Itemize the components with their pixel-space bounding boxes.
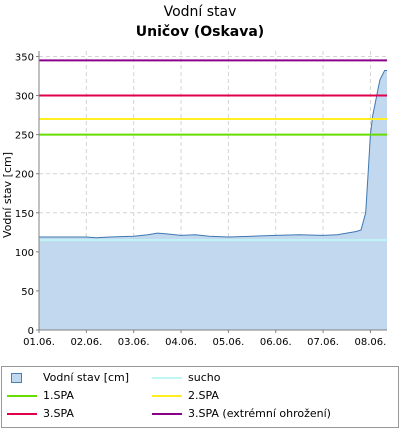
y-tick-label: 300: [15, 92, 34, 103]
legend-label: 3.SPA (extrémní ohrožení): [188, 407, 331, 420]
y-tick-label: 100: [15, 248, 34, 259]
legend-label: 1.SPA: [43, 389, 74, 402]
legend-label: Vodní stav [cm]: [43, 371, 130, 384]
threshold-lines: [39, 59, 387, 242]
x-tick-label: 02.06.: [70, 337, 102, 348]
chart-subtitle: Uničov (Oskava): [135, 24, 265, 40]
y-tick-label: 150: [15, 209, 34, 220]
water-level-area: [39, 70, 387, 330]
legend-label: sucho: [188, 371, 221, 384]
chart-svg: 0 50 100 150 200 250 300 350 01.06. 02.06. 03.06. 0…: [1, 51, 387, 348]
line-swatch-icon: [152, 376, 182, 379]
axes-layer: [36, 51, 387, 333]
line-swatch-icon: [152, 412, 182, 415]
legend: Vodní stav [cm] sucho 1.SPA 2.SPA 3.SPA …: [1, 366, 399, 428]
x-tick-label: 04.06.: [165, 337, 197, 348]
legend-item-2spa: 2.SPA: [152, 389, 219, 402]
y-axis-label: Vodní stav [cm]: [1, 152, 14, 238]
x-tick-label: 06.06.: [260, 337, 292, 348]
area-swatch-icon: [11, 372, 22, 383]
chart-title: Vodní stav: [163, 4, 237, 20]
y-tick-label: 200: [15, 170, 34, 181]
legend-item-3spa: 3.SPA: [7, 407, 74, 420]
line-swatch-icon: [7, 394, 37, 397]
legend-item-1spa: 1.SPA: [7, 389, 74, 402]
y-tick-label: 250: [15, 131, 34, 142]
area-layer: [39, 70, 387, 330]
legend-label: 2.SPA: [188, 389, 219, 402]
legend-item-vodni-stav: Vodní stav [cm]: [7, 371, 129, 384]
y-tick-label: 50: [21, 287, 34, 298]
tick-labels: 0 50 100 150 200 250 300 350 01.06. 02.06. 03.06. 0…: [15, 52, 386, 348]
water-level-line: [39, 70, 387, 239]
x-tick-label: 01.06.: [23, 337, 55, 348]
legend-item-sucho: sucho: [152, 371, 220, 384]
x-tick-label: 03.06.: [118, 337, 150, 348]
y-tick-label: 350: [15, 52, 34, 63]
legend-item-3spa-extreme: 3.SPA (extrémní ohrožení): [152, 407, 331, 420]
line-swatch-icon: [7, 412, 37, 415]
y-tick-label: 0: [28, 326, 34, 337]
x-tick-label: 05.06.: [212, 337, 244, 348]
legend-label: 3.SPA: [43, 407, 74, 420]
x-tick-label: 08.06.: [355, 337, 387, 348]
line-swatch-icon: [152, 394, 182, 397]
x-tick-label: 07.06.: [307, 337, 339, 348]
